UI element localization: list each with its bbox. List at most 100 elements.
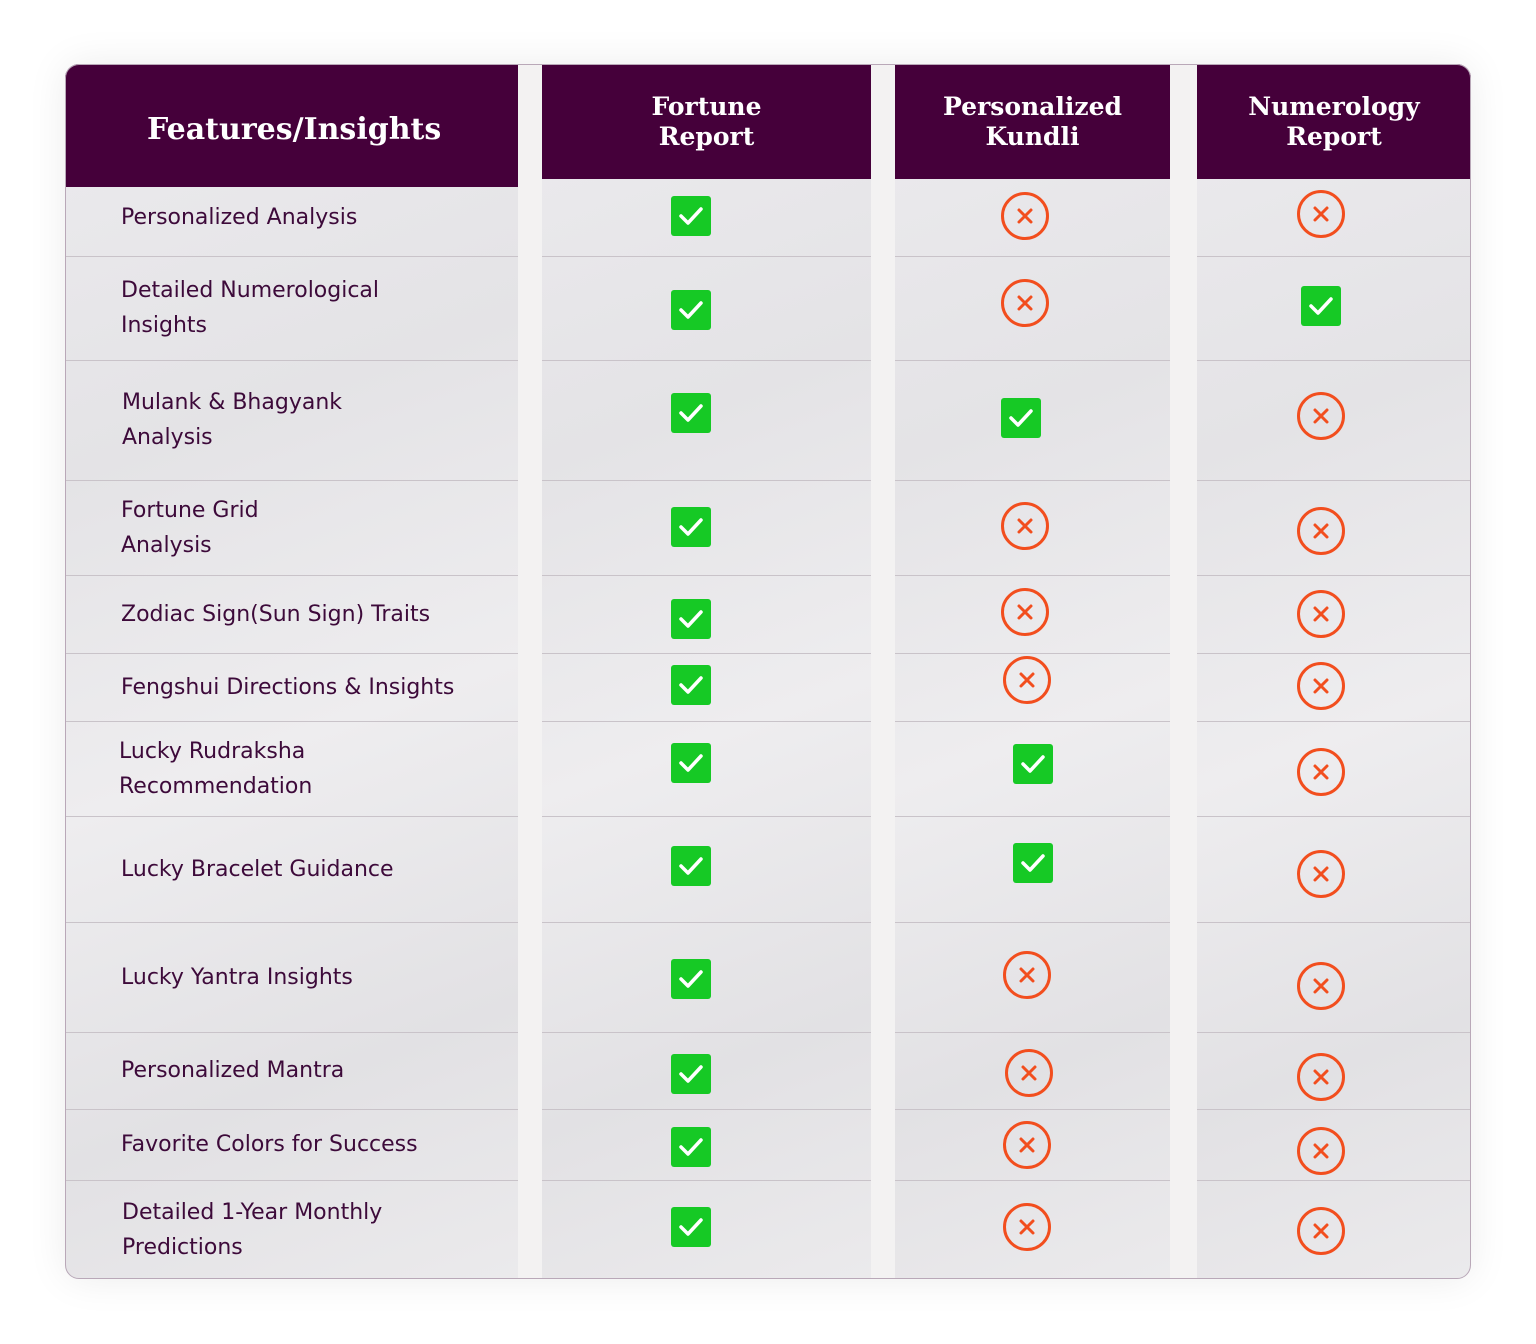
table-cell: Fortune Grid Analysis <box>65 480 518 575</box>
table-cell <box>542 575 871 653</box>
table-cell <box>542 816 871 922</box>
table-cell <box>542 1032 871 1109</box>
row-divider <box>65 653 518 654</box>
table-cell <box>895 922 1170 1032</box>
table-cell: Lucky Bracelet Guidance <box>65 816 518 922</box>
cross-icon <box>1000 191 1049 240</box>
feature-label: Mulank & Bhagyank Analysis <box>122 390 343 450</box>
row-divider <box>65 480 518 481</box>
row-divider <box>1197 922 1471 923</box>
table-cell <box>542 179 871 256</box>
row-divider <box>1197 256 1471 257</box>
table-cell <box>895 360 1170 480</box>
row-divider <box>1197 575 1471 576</box>
table-cell: Zodiac Sign(Sun Sign) Traits <box>65 575 518 653</box>
cross-icon <box>1297 392 1345 440</box>
table-cell: Personalized Analysis <box>65 179 518 256</box>
table-cell <box>895 480 1170 575</box>
row-divider <box>65 1109 518 1110</box>
table-cell: Personalized Mantra <box>65 1032 518 1109</box>
table-cell <box>895 816 1170 922</box>
row-divider <box>1197 653 1471 654</box>
row-divider <box>542 1109 871 1110</box>
table-cell <box>1197 1180 1471 1279</box>
table-cell <box>542 480 871 575</box>
row-divider <box>895 575 1170 576</box>
row-divider <box>895 1032 1170 1033</box>
check-icon <box>670 290 711 330</box>
row-divider <box>1197 360 1471 361</box>
row-divider <box>65 360 518 361</box>
table-cell: Mulank & Bhagyank Analysis <box>65 360 518 480</box>
row-divider <box>542 1032 871 1033</box>
table-cell <box>895 653 1170 721</box>
row-divider <box>1197 816 1471 817</box>
table-cell <box>542 721 871 816</box>
column-gap <box>1170 64 1197 1279</box>
column-header-features: Features/Insights <box>65 64 518 187</box>
table-cell <box>542 653 871 721</box>
row-divider <box>542 575 871 576</box>
table-cell <box>895 575 1170 653</box>
table-cell <box>542 922 871 1032</box>
row-divider <box>65 721 518 722</box>
feature-label: Detailed Numerological Insights <box>121 278 380 338</box>
table-cell: Lucky Yantra Insights <box>65 922 518 1032</box>
table-cell <box>542 256 871 360</box>
cross-icon <box>1297 962 1345 1010</box>
row-divider <box>895 721 1170 722</box>
cross-icon <box>1002 1120 1051 1169</box>
feature-label: Lucky Bracelet Guidance <box>121 856 394 882</box>
row-divider <box>542 816 871 817</box>
table-cell <box>1197 922 1471 1032</box>
table-cell <box>542 360 871 480</box>
table-cell <box>895 256 1170 360</box>
table-cell: Detailed Numerological Insights <box>65 256 518 360</box>
table-cell <box>542 1180 871 1279</box>
feature-label: Personalized Mantra <box>121 1058 345 1083</box>
table-cell <box>1197 179 1471 256</box>
cross-icon <box>1297 590 1345 638</box>
cross-icon <box>1297 747 1345 796</box>
table-cell: Detailed 1-Year Monthly Predictions <box>65 1180 518 1279</box>
table-cell <box>895 179 1170 256</box>
table-cell <box>895 1180 1170 1279</box>
table-cell <box>895 721 1170 816</box>
feature-label: Zodiac Sign(Sun Sign) Traits <box>121 601 431 627</box>
row-divider <box>542 480 871 481</box>
row-divider <box>895 922 1170 923</box>
feature-label: Lucky Rudraksha Recommendation <box>119 738 313 799</box>
table-cell: Lucky Rudraksha Recommendation <box>65 721 518 816</box>
check-icon <box>670 195 711 236</box>
cross-icon <box>1297 662 1345 710</box>
column-header-numerology: Numerology Report <box>1197 64 1471 179</box>
column-header-fortune: Fortune Report <box>542 64 871 179</box>
row-divider <box>1197 1109 1471 1110</box>
row-divider <box>1197 1180 1471 1181</box>
check-icon <box>1012 843 1053 883</box>
table-cell <box>1197 653 1471 721</box>
row-divider <box>895 1180 1170 1181</box>
check-icon <box>670 846 711 886</box>
column-numerology: Numerology Report <box>1197 64 1471 1279</box>
row-divider <box>895 816 1170 817</box>
cross-icon <box>1297 850 1345 898</box>
row-divider <box>542 256 871 257</box>
table-cell <box>1197 816 1471 922</box>
check-icon <box>670 1053 711 1094</box>
check-icon <box>670 1126 711 1167</box>
column-header-kundli: Personalized Kundli <box>895 64 1170 179</box>
table-cell <box>542 1109 871 1180</box>
feature-label: Lucky Yantra Insights <box>121 964 353 990</box>
row-divider <box>65 256 518 257</box>
check-icon <box>670 1206 711 1247</box>
feature-label: Fengshui Directions & Insights <box>121 674 455 700</box>
check-icon <box>1012 743 1053 784</box>
column-fortune: Fortune Report <box>542 64 871 1279</box>
table-cell <box>1197 575 1471 653</box>
row-divider <box>65 816 518 817</box>
cross-icon <box>1000 279 1049 327</box>
cross-icon <box>1297 506 1345 555</box>
check-icon <box>670 393 711 433</box>
comparison-table: Features/Insights Personalized Analysis De… <box>65 64 1471 1279</box>
